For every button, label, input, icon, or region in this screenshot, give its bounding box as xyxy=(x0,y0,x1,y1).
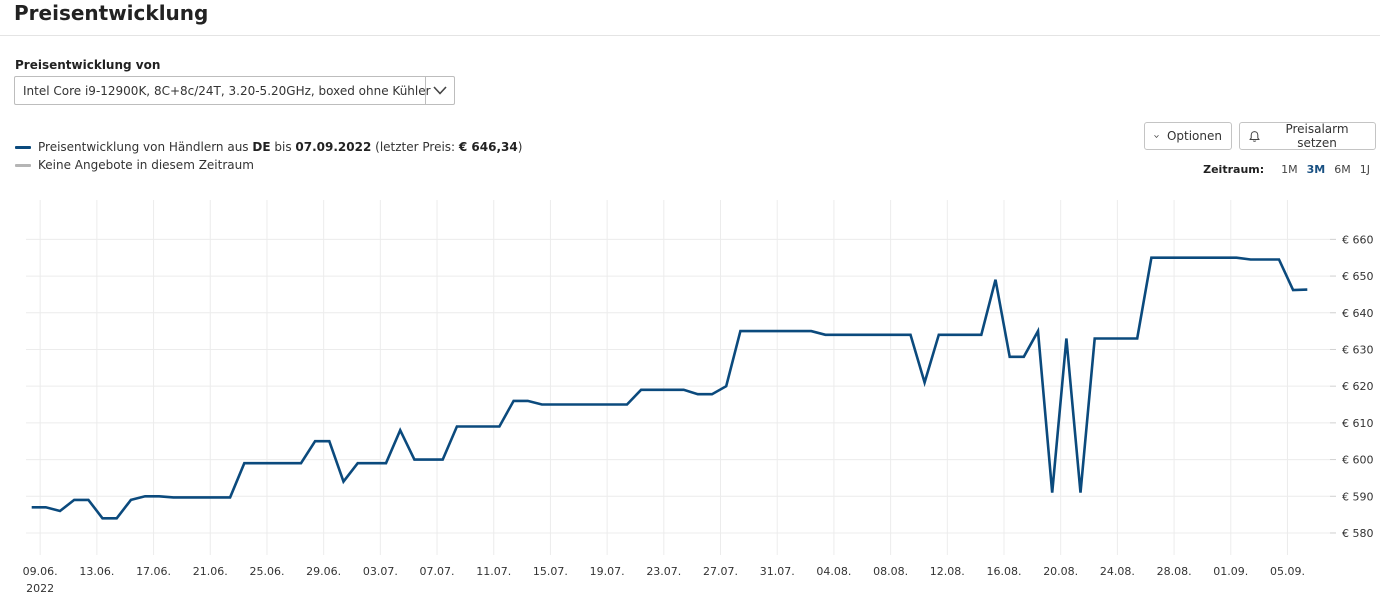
x-tick-label: 05.09. xyxy=(1270,565,1305,578)
legend-text-no-offers: Keine Angebote in diesem Zeitraum xyxy=(38,158,254,172)
range-option-6m[interactable]: 6M xyxy=(1334,163,1351,176)
x-tick-label: 12.08. xyxy=(930,565,965,578)
price-alarm-button[interactable]: Preisalarm setzen xyxy=(1239,122,1376,150)
product-select[interactable]: Intel Core i9-12900K, 8C+8c/24T, 3.20-5.… xyxy=(14,76,455,105)
y-tick-label: € 650 xyxy=(1342,270,1374,283)
price-alarm-label: Preisalarm setzen xyxy=(1285,122,1349,150)
product-select-label: Preisentwicklung von xyxy=(15,58,161,72)
chart-legend: Preisentwicklung von Händlern aus DE bis… xyxy=(15,138,522,174)
x-tick-label: 11.07. xyxy=(476,565,511,578)
x-tick-label: 27.07. xyxy=(703,565,738,578)
x-tick-label: 25.06. xyxy=(249,565,284,578)
x-tick-label: 13.06. xyxy=(79,565,114,578)
price-history-chart: € 580 € 590 € 600 € 610 € 620 € 630 € 640 € 650… xyxy=(23,200,1374,595)
y-tick-label: € 580 xyxy=(1342,527,1374,540)
y-tick-label: € 640 xyxy=(1342,307,1374,320)
price-line xyxy=(31,256,1308,520)
chevron-down-icon xyxy=(1154,134,1159,138)
x-tick-label: 09.06. xyxy=(23,565,58,578)
y-tick-label: € 590 xyxy=(1342,490,1374,503)
legend-swatch-series xyxy=(15,145,31,149)
x-year-label: 2022 xyxy=(26,582,54,595)
legend-swatch-empty xyxy=(15,163,31,167)
y-tick-label: € 620 xyxy=(1342,380,1374,393)
chevron-down-icon[interactable] xyxy=(425,77,454,104)
x-tick-label: 20.08. xyxy=(1043,565,1078,578)
range-option-3m[interactable]: 3M xyxy=(1306,163,1326,176)
range-option-1m[interactable]: 1M xyxy=(1281,163,1298,176)
x-tick-label: 17.06. xyxy=(136,565,171,578)
options-button[interactable]: Optionen xyxy=(1144,122,1232,150)
x-tick-label: 19.07. xyxy=(590,565,625,578)
x-tick-label: 08.08. xyxy=(873,565,908,578)
x-tick-label: 16.08. xyxy=(987,565,1022,578)
x-tick-label: 28.08. xyxy=(1157,565,1192,578)
product-select-value: Intel Core i9-12900K, 8C+8c/24T, 3.20-5.… xyxy=(23,84,431,98)
x-tick-label: 29.06. xyxy=(306,565,341,578)
y-tick-label: € 660 xyxy=(1342,233,1374,246)
x-tick-label: 04.08. xyxy=(816,565,851,578)
x-tick-label: 15.07. xyxy=(533,565,568,578)
legend-item-no-offers: Keine Angebote in diesem Zeitraum xyxy=(15,156,522,174)
y-tick-label: € 600 xyxy=(1342,454,1374,467)
x-tick-label: 23.07. xyxy=(646,565,681,578)
x-tick-label: 01.09. xyxy=(1213,565,1248,578)
x-tick-label: 31.07. xyxy=(760,565,795,578)
x-tick-label: 21.06. xyxy=(193,565,228,578)
options-button-label: Optionen xyxy=(1166,129,1222,143)
range-option-1j[interactable]: 1J xyxy=(1359,163,1370,176)
y-tick-label: € 610 xyxy=(1342,417,1374,430)
x-tick-label: 24.08. xyxy=(1100,565,1135,578)
legend-item-prices: Preisentwicklung von Händlern aus DE bis… xyxy=(15,138,522,156)
bell-icon xyxy=(1249,130,1260,142)
page-title: Preisentwicklung xyxy=(14,1,209,25)
y-tick-label: € 630 xyxy=(1342,343,1374,356)
legend-text-prices: Preisentwicklung von Händlern aus DE bis… xyxy=(38,140,523,154)
x-tick-label: 07.07. xyxy=(420,565,455,578)
title-divider xyxy=(0,35,1380,36)
time-range-label: Zeitraum: xyxy=(1203,163,1265,176)
time-range-selector: Zeitraum: 1M 3M 6M 1J xyxy=(1203,163,1370,176)
x-tick-label: 03.07. xyxy=(363,565,398,578)
